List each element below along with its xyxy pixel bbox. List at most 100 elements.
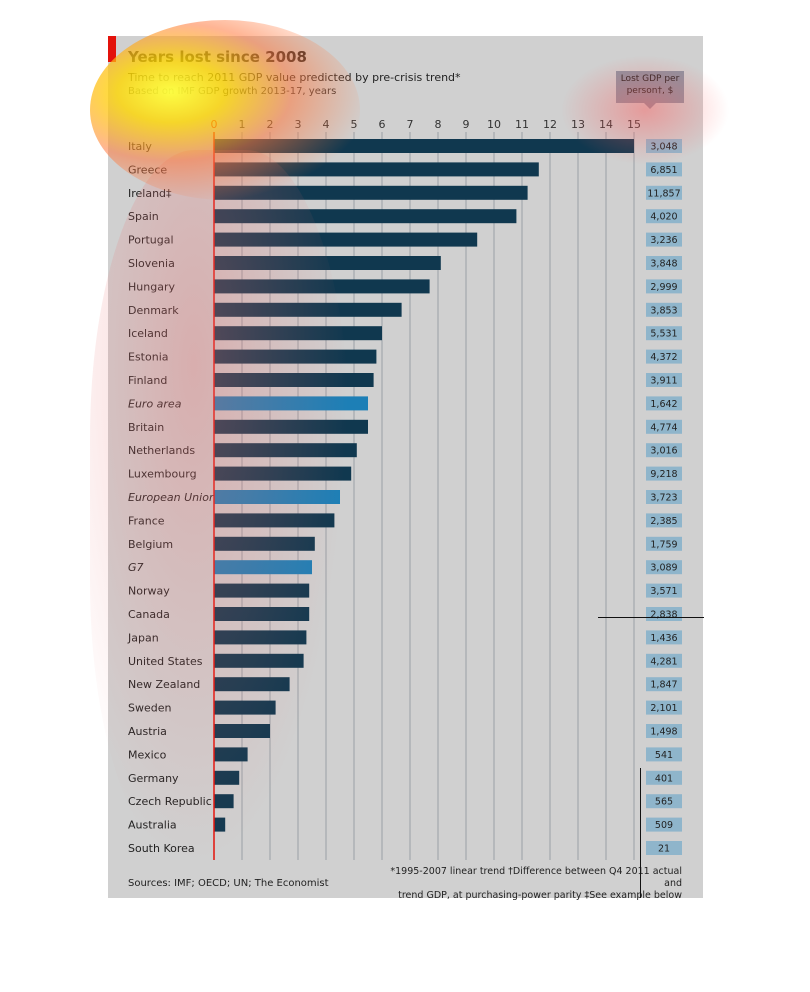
lost-gdp-value: 3,853 <box>650 305 677 316</box>
x-tick-label-7: 7 <box>407 118 414 131</box>
category-label: Slovenia <box>128 257 175 270</box>
category-label: Portugal <box>128 234 174 247</box>
lost-gdp-value: 541 <box>655 750 673 761</box>
bar <box>214 185 528 200</box>
value-box <box>646 185 682 200</box>
category-label: Germany <box>128 772 179 785</box>
category-label: Belgium <box>128 538 173 551</box>
bar <box>214 279 430 294</box>
category-label: Australia <box>128 819 177 832</box>
lost-gdp-value: 3,911 <box>650 376 677 387</box>
value-box <box>646 209 682 224</box>
bar <box>214 630 307 645</box>
lost-gdp-value: 2,838 <box>650 610 677 621</box>
category-label: Britain <box>128 421 164 434</box>
category-label: Sweden <box>128 702 171 715</box>
category-label: Iceland <box>128 327 168 340</box>
category-label: United States <box>128 655 203 668</box>
category-label: Greece <box>128 163 167 176</box>
category-label: G7 <box>128 561 144 574</box>
category-label: European Union <box>128 491 216 504</box>
lost-gdp-value: 3,571 <box>650 586 677 597</box>
bar <box>214 232 478 247</box>
category-label: France <box>128 514 165 527</box>
value-box <box>646 724 682 738</box>
lost-gdp-value: 1,847 <box>650 680 677 691</box>
lost-gdp-value: 4,020 <box>650 212 677 223</box>
footnote-line-1: *1995-2007 linear trend †Difference betw… <box>390 866 682 889</box>
bar <box>214 653 304 668</box>
lost-gdp-value: 4,372 <box>650 352 677 363</box>
lost-gdp-value: 3,236 <box>650 235 677 246</box>
lost-gdp-value: 2,999 <box>650 282 677 293</box>
category-label: Spain <box>128 210 159 223</box>
value-box <box>646 653 682 668</box>
category-label: Ireland‡ <box>128 187 172 200</box>
bar <box>214 560 312 575</box>
x-tick-label-11: 11 <box>515 118 529 131</box>
bar <box>214 349 377 364</box>
value-box <box>646 279 682 294</box>
bar <box>214 607 310 621</box>
bar <box>214 209 517 224</box>
lost-gdp-value: 9,218 <box>650 469 677 480</box>
value-box <box>646 677 682 692</box>
value-box <box>646 536 682 551</box>
lost-gdp-value: 6,851 <box>650 165 677 176</box>
bar <box>214 724 270 738</box>
value-box <box>646 700 682 715</box>
lost-gdp-value: 1,759 <box>650 539 677 550</box>
value-box <box>646 302 682 317</box>
x-tick-label-1: 1 <box>239 118 246 131</box>
bar <box>214 256 441 270</box>
value-box <box>646 560 682 575</box>
category-label: Luxembourg <box>128 468 197 481</box>
value-box <box>646 630 682 645</box>
x-tick-label-9: 9 <box>463 118 470 131</box>
category-label: South Korea <box>128 842 195 855</box>
value-box <box>646 747 682 762</box>
x-tick-label-4: 4 <box>323 118 330 131</box>
lost-gdp-value: 21 <box>658 844 670 855</box>
category-label: New Zealand <box>128 678 200 691</box>
bar <box>214 677 290 692</box>
lost-gdp-value: 3,048 <box>650 142 677 153</box>
category-label: Czech Republic <box>128 795 212 808</box>
x-tick-label-2: 2 <box>267 118 274 131</box>
value-box <box>646 162 682 177</box>
bar <box>214 466 352 481</box>
category-label: Hungary <box>128 280 175 293</box>
bar <box>214 396 368 411</box>
bar <box>214 302 402 317</box>
x-tick-label-5: 5 <box>351 118 358 131</box>
bar <box>214 419 368 434</box>
category-label: Denmark <box>128 304 179 317</box>
value-box <box>646 513 682 528</box>
bar <box>214 583 310 598</box>
lost-gdp-value: 565 <box>655 797 673 808</box>
annotation-line-horizontal <box>598 617 704 618</box>
category-label: Euro area <box>128 397 182 410</box>
category-label: Canada <box>128 608 170 621</box>
x-tick-label-3: 3 <box>295 118 302 131</box>
bar <box>214 747 248 762</box>
lost-gdp-value: 11,857 <box>647 188 680 199</box>
x-tick-label-15: 15 <box>627 118 641 131</box>
bar <box>214 443 357 458</box>
bar <box>214 139 634 153</box>
value-box <box>646 232 682 247</box>
annotation-line-vertical <box>640 768 641 898</box>
lost-gdp-value: 1,642 <box>650 399 677 410</box>
value-box <box>646 466 682 481</box>
x-tick-label-0: 0 <box>211 118 218 131</box>
x-tick-label-13: 13 <box>571 118 585 131</box>
category-label: Japan <box>127 631 159 644</box>
x-tick-label-10: 10 <box>487 118 501 131</box>
value-box <box>646 841 682 855</box>
lost-gdp-header: Lost GDP per person†, $ <box>616 71 684 109</box>
bar <box>214 373 374 387</box>
lost-gdp-value: 4,774 <box>650 422 677 433</box>
x-tick-label-12: 12 <box>543 118 557 131</box>
bar <box>214 162 539 177</box>
bar <box>214 513 335 528</box>
